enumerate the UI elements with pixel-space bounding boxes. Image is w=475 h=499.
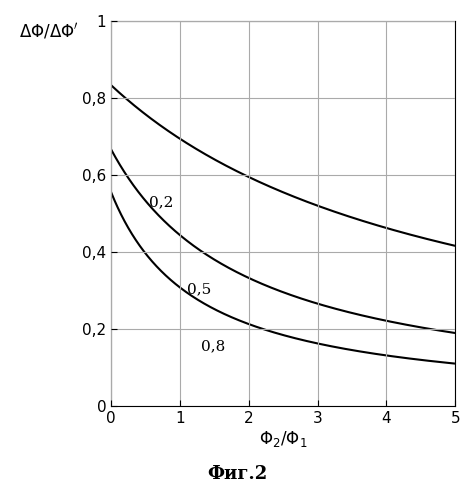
Y-axis label: $\Delta\Phi/\Delta\Phi'$: $\Delta\Phi/\Delta\Phi'$	[19, 21, 79, 41]
X-axis label: $\Phi_2/\Phi_1$: $\Phi_2/\Phi_1$	[259, 429, 307, 449]
Text: 0,5: 0,5	[187, 282, 211, 296]
Text: 0,2: 0,2	[149, 195, 173, 209]
Text: 0,8: 0,8	[200, 340, 225, 354]
Text: Фиг.2: Фиг.2	[208, 465, 267, 483]
